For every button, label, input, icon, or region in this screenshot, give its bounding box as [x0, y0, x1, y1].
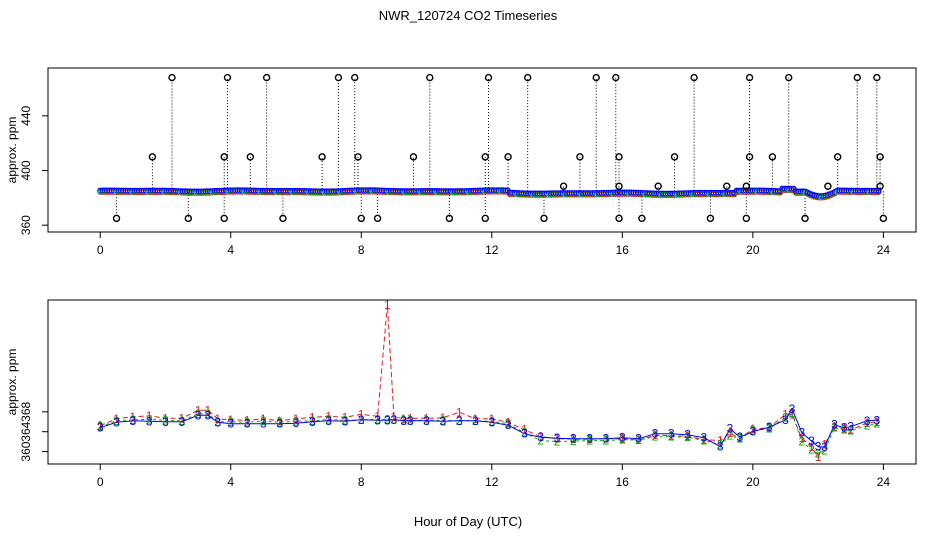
- y-tick-label: 360: [19, 215, 33, 235]
- series-marker-3: 3: [205, 408, 212, 422]
- chart-page: NWR_120724 CO2 Timeseries 0 4 8 12 16 20 24 360…: [0, 0, 936, 540]
- y-tick-label: 368: [19, 401, 33, 421]
- x-tick-label: 0: [97, 475, 104, 489]
- x-tick-label: 20: [746, 243, 760, 257]
- series-marker-3: 3: [798, 426, 805, 440]
- series-marker-3: 3: [789, 402, 796, 416]
- x-tick-label: 8: [358, 475, 365, 489]
- series-line-1: [100, 305, 877, 457]
- series-marker-3: 3: [749, 425, 756, 439]
- series-marker-3: 3: [736, 430, 743, 444]
- plot-frame-0: [48, 68, 916, 232]
- series-marker-3: 3: [488, 415, 495, 429]
- y-tick-label: 360: [19, 441, 33, 461]
- y-tick-label: 400: [19, 160, 33, 180]
- series-marker-3: 3: [146, 414, 153, 428]
- series-marker-3: 3: [668, 427, 675, 441]
- y-tick-label: 440: [19, 106, 33, 126]
- chart-canvas: 0 4 8 12 16 20 24360400440approx. ppm0 4 8 12 16 20…: [0, 0, 936, 540]
- series-marker-3: 3: [342, 414, 349, 428]
- series-marker-3: 3: [260, 417, 267, 431]
- series-marker-3: 3: [727, 422, 734, 436]
- series-marker-3: 3: [195, 408, 202, 422]
- x-axis-title: Hour of Day (UTC): [0, 514, 936, 529]
- series-marker-3: 3: [717, 440, 724, 454]
- series-marker-3: 3: [113, 415, 120, 429]
- series-marker-3: 3: [847, 420, 854, 434]
- series-marker-3: 3: [537, 430, 544, 444]
- series-marker-3: 3: [570, 432, 577, 446]
- x-tick-label: 4: [227, 475, 234, 489]
- x-tick-label: 20: [746, 475, 760, 489]
- x-tick-label: 4: [227, 243, 234, 257]
- series-marker-3: 3: [391, 413, 398, 427]
- series-marker-3: 3: [244, 417, 251, 431]
- series-marker-3: 3: [129, 414, 136, 428]
- x-tick-label: 16: [616, 243, 630, 257]
- series-marker-3: 3: [684, 428, 691, 442]
- series-marker-3: 3: [701, 431, 708, 445]
- series-marker-3: 3: [831, 418, 838, 432]
- series-marker-3: 3: [214, 415, 221, 429]
- y-axis-title: approx. ppm: [5, 349, 19, 416]
- x-tick-label: 12: [485, 243, 499, 257]
- series-marker-3: 3: [821, 440, 828, 454]
- series-marker-3: 3: [554, 431, 561, 445]
- plot-frame-1: [48, 300, 916, 464]
- series-marker-3: 3: [178, 415, 185, 429]
- series-marker-3: 3: [456, 414, 463, 428]
- series-marker-3: 3: [603, 432, 610, 446]
- series-marker-3: 3: [619, 431, 626, 445]
- series-marker-3: 3: [873, 413, 880, 427]
- x-tick-label: 16: [616, 475, 630, 489]
- series-marker-3: 3: [766, 420, 773, 434]
- series-marker-3: 3: [505, 418, 512, 432]
- x-tick-label: 0: [97, 243, 104, 257]
- series-marker-3: 3: [227, 417, 234, 431]
- series-marker-3: 3: [472, 414, 479, 428]
- series-marker-3: 3: [407, 414, 414, 428]
- series-marker-3: 3: [864, 414, 871, 428]
- series-marker-3: 3: [374, 413, 381, 427]
- series-marker-3: 3: [293, 416, 300, 430]
- x-tick-label: 24: [877, 243, 891, 257]
- x-tick-label: 8: [358, 243, 365, 257]
- series-marker-3: 3: [309, 415, 316, 429]
- series-marker-3: 3: [439, 414, 446, 428]
- series-marker-3: 3: [586, 432, 593, 446]
- y-axis-title: approx. ppm: [5, 117, 19, 184]
- series-marker-3: 3: [162, 415, 169, 429]
- series-marker-3: 3: [521, 427, 528, 441]
- series-marker-3: 3: [423, 414, 430, 428]
- x-tick-label: 12: [485, 475, 499, 489]
- series-marker-3: 3: [97, 421, 104, 435]
- series-marker-3: 3: [652, 427, 659, 441]
- series-marker-3: 3: [325, 414, 332, 428]
- series-marker-3: 3: [635, 432, 642, 446]
- series-marker-3: 3: [276, 417, 283, 431]
- x-tick-label: 24: [877, 475, 891, 489]
- series-marker-3: 3: [358, 413, 365, 427]
- y-tick-label: 364: [19, 421, 33, 441]
- series-marker-1: 1: [384, 298, 391, 312]
